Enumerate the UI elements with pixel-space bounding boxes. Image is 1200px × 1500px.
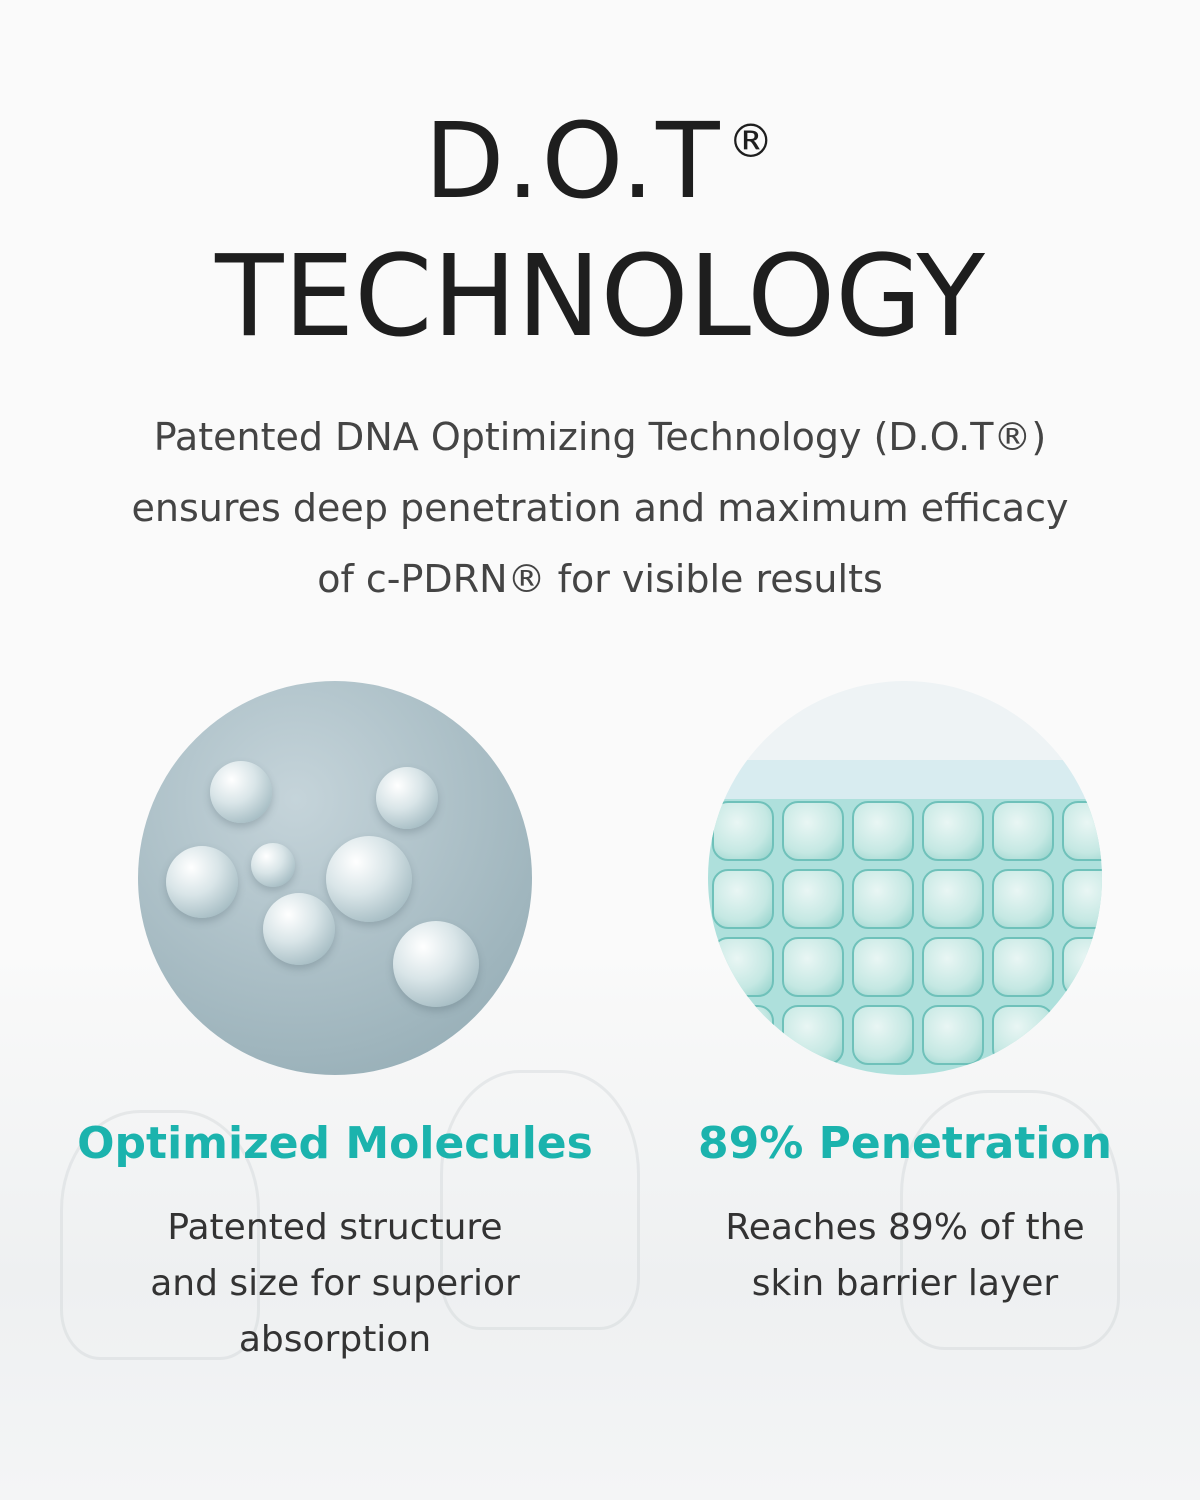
skin-cell (712, 937, 774, 997)
skin-cell (992, 1005, 1054, 1065)
feature-body-line: and size for superior (150, 1263, 520, 1304)
skin-cell (782, 801, 844, 861)
title-line1: D.O.T ® (424, 100, 776, 222)
skin-cell (922, 937, 984, 997)
description: Patented DNA Optimizing Technology (D.O.… (100, 402, 1100, 615)
skin-cells-image (708, 681, 1102, 1075)
skin-cell (992, 869, 1054, 929)
skin-cell (782, 869, 844, 929)
skin-cell (852, 869, 914, 929)
skin-cell (782, 937, 844, 997)
feature-body: Patented structure and size for superior… (55, 1200, 615, 1368)
feature-body: Reaches 89% of the skin barrier layer (625, 1200, 1185, 1312)
feature-body-line: Patented structure (167, 1207, 503, 1248)
feature-heading: 89% Penetration (698, 1118, 1112, 1169)
molecule-image (138, 681, 532, 1075)
skin-cell (852, 937, 914, 997)
skin-cell (782, 1005, 844, 1065)
feature-body-line: Reaches 89% of the (725, 1207, 1085, 1248)
description-line: Patented DNA Optimizing Technology (D.O.… (153, 415, 1047, 459)
skin-cell (852, 1005, 914, 1065)
skin-cell (712, 801, 774, 861)
title-line2: TECHNOLOGY (215, 232, 985, 362)
skin-cell (922, 1005, 984, 1065)
registered-mark: ® (727, 114, 776, 168)
description-line: ensures deep penetration and maximum eff… (131, 486, 1069, 530)
description-line: of c-PDRN® for visible results (317, 557, 883, 601)
skin-cell (1062, 801, 1102, 861)
skin-cell (992, 801, 1054, 861)
skin-cell (1062, 869, 1102, 929)
feature-body-line: absorption (238, 1319, 432, 1360)
skin-cell (712, 869, 774, 929)
skin-cell (992, 937, 1054, 997)
skin-cell (852, 801, 914, 861)
feature-heading: Optimized Molecules (77, 1118, 593, 1169)
skin-cell (712, 1005, 774, 1065)
skin-cell (922, 869, 984, 929)
skin-cell (1062, 937, 1102, 997)
feature-body-line: skin barrier layer (751, 1263, 1059, 1304)
skin-cell (922, 801, 984, 861)
skin-cell (1062, 1005, 1102, 1065)
